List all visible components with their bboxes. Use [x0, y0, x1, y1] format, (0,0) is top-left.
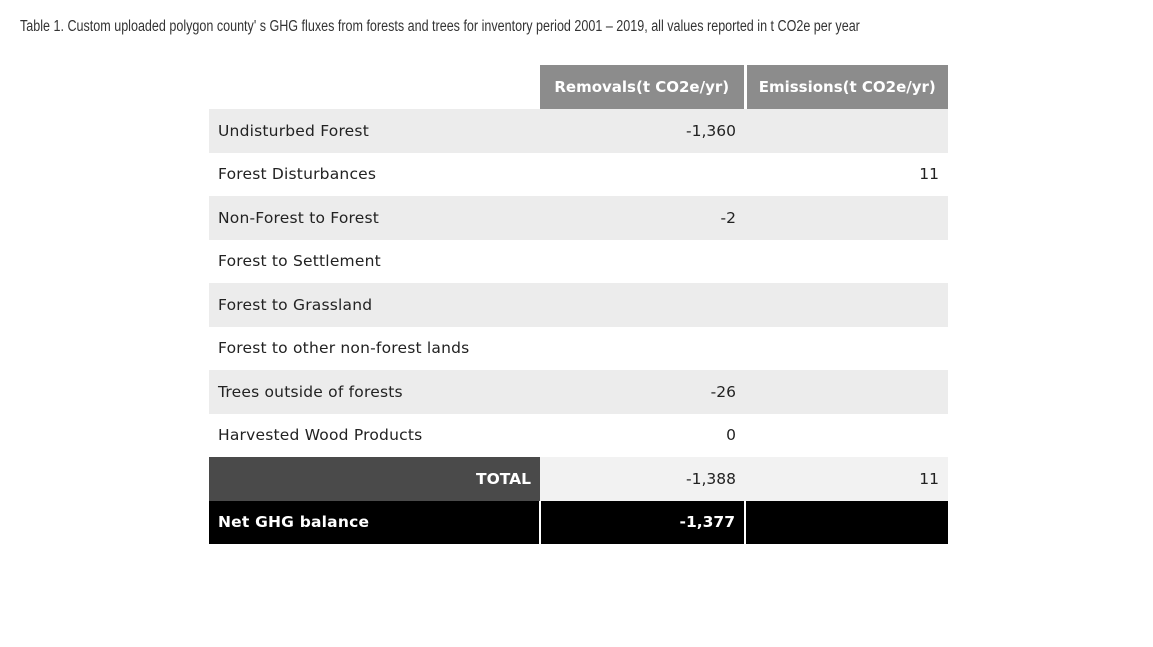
- row-removals: -26: [540, 370, 745, 414]
- row-category: Forest to other non-forest lands: [209, 326, 540, 370]
- row-emissions: [745, 370, 948, 414]
- header-emissions: Emissions(t CO2e/yr): [745, 65, 948, 109]
- total-removals: -1,388: [540, 457, 745, 501]
- table-caption: Table 1. Custom uploaded polygon county'…: [20, 18, 860, 35]
- row-emissions: [745, 283, 948, 327]
- table-row: Forest to Grassland: [209, 283, 948, 327]
- table-row: Forest to other non-forest lands: [209, 326, 948, 370]
- total-emissions: 11: [745, 457, 948, 501]
- row-category: Undisturbed Forest: [209, 109, 540, 153]
- row-removals: [540, 239, 745, 283]
- row-category: Non-Forest to Forest: [209, 196, 540, 240]
- header-category: [209, 65, 540, 109]
- row-category: Forest Disturbances: [209, 152, 540, 196]
- table-header-row: Removals(t CO2e/yr) Emissions(t CO2e/yr): [209, 65, 948, 109]
- ghg-flux-table: Removals(t CO2e/yr) Emissions(t CO2e/yr)…: [209, 65, 948, 544]
- row-removals: [540, 283, 745, 327]
- table-row: Harvested Wood Products 0: [209, 413, 948, 457]
- net-balance-row: Net GHG balance -1,377: [209, 500, 948, 544]
- table-row: Forest to Settlement: [209, 239, 948, 283]
- row-emissions: [745, 239, 948, 283]
- row-emissions: [745, 326, 948, 370]
- row-removals: [540, 152, 745, 196]
- table-row: Non-Forest to Forest -2: [209, 196, 948, 240]
- row-emissions: [745, 109, 948, 153]
- total-label: TOTAL: [209, 457, 540, 501]
- net-balance-label: Net GHG balance: [209, 500, 540, 544]
- table-row: Trees outside of forests -26: [209, 370, 948, 414]
- table-row: Undisturbed Forest -1,360: [209, 109, 948, 153]
- row-removals: 0: [540, 413, 745, 457]
- row-category: Harvested Wood Products: [209, 413, 540, 457]
- row-category: Forest to Grassland: [209, 283, 540, 327]
- row-removals: [540, 326, 745, 370]
- net-balance-empty: [745, 500, 948, 544]
- row-emissions: [745, 413, 948, 457]
- row-removals: -2: [540, 196, 745, 240]
- header-removals: Removals(t CO2e/yr): [540, 65, 747, 109]
- net-balance-value: -1,377: [539, 500, 746, 544]
- row-category: Forest to Settlement: [209, 239, 540, 283]
- row-removals: -1,360: [540, 109, 745, 153]
- total-row: TOTAL -1,388 11: [209, 457, 948, 501]
- row-emissions: [745, 196, 948, 240]
- row-emissions: 11: [745, 152, 948, 196]
- table-row: Forest Disturbances 11: [209, 152, 948, 196]
- row-category: Trees outside of forests: [209, 370, 540, 414]
